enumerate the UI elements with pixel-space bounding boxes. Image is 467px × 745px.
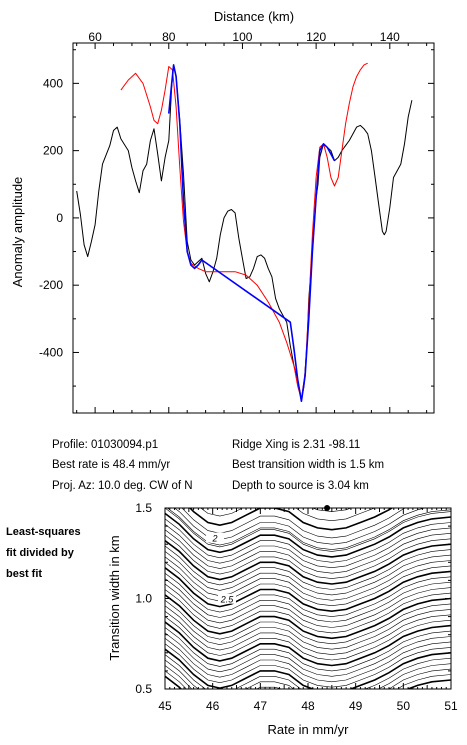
contour-line	[165, 627, 451, 672]
contour-line	[165, 605, 451, 650]
model-profile-line	[120, 62, 368, 400]
contour-x-tick-label: 51	[444, 699, 458, 713]
contour-label-backdrop	[217, 593, 236, 604]
profile-x-tick-label: 120	[306, 30, 326, 44]
contour-line	[165, 610, 451, 655]
contour-x-tick-label: 46	[206, 699, 220, 713]
contour-line	[165, 643, 451, 688]
contour-line	[165, 572, 451, 617]
side-note-line: best fit	[6, 568, 42, 580]
contour-y-tick-label: 0.5	[135, 682, 152, 696]
contour-line	[165, 632, 451, 677]
contour-line	[165, 659, 451, 689]
contour-line	[188, 508, 394, 531]
contour-line	[165, 556, 451, 601]
contour-chart: 2 2.5 45 46 47 48 49 50 51 0.5 1.0 1.5 Rate in mm/…	[107, 501, 458, 737]
profile-chart: Distance (km) Anomaly amplitude 60 80 100 1…	[10, 9, 435, 414]
side-note-line: Least-squares	[6, 526, 81, 538]
contour-x-tick-label: 48	[301, 699, 315, 713]
profile-x-tick-label: 60	[88, 30, 102, 44]
profile-axis-ticks: 60 80 100 120 140 400 200 0 -200 -400	[39, 30, 434, 413]
contour-line	[165, 621, 451, 667]
contour-line	[166, 508, 451, 550]
contour-y-axis-title: Transition width in km	[107, 535, 122, 660]
contour-line	[165, 594, 451, 640]
contour-line	[165, 551, 451, 596]
contour-x-tick-label: 47	[254, 699, 268, 713]
profile-x-tick-label: 140	[380, 30, 400, 44]
contour-line	[165, 600, 451, 645]
contour-line	[165, 508, 451, 552]
contour-label-backdrop	[206, 532, 225, 543]
profile-y-tick-label: 200	[43, 144, 63, 158]
contour-line	[165, 665, 451, 689]
profile-plot-frame	[72, 42, 435, 414]
best-transition-width-label: Best transition width is 1.5 km	[232, 459, 384, 471]
fit-window-profile-line	[168, 64, 336, 403]
info-block: Profile: 01030094.p1 Best rate is 48.4 m…	[52, 439, 384, 492]
contour-line	[165, 534, 451, 579]
profile-x-axis-title: Distance (km)	[214, 9, 294, 24]
contour-line	[165, 512, 451, 558]
contour-y-tick-label: 1.5	[135, 501, 152, 515]
contour-line	[165, 562, 451, 607]
depth-to-source-label: Depth to source is 3.04 km	[232, 480, 369, 492]
observed-profile-line	[76, 64, 413, 400]
contour-line	[165, 529, 451, 574]
contour-line	[165, 638, 451, 683]
contour-line	[165, 589, 451, 634]
side-note: Least-squares fit divided by best fit	[6, 526, 81, 580]
contour-line	[165, 616, 451, 661]
ridge-crossing-label: Ridge Xing is 2.31 -98.11	[232, 439, 360, 451]
contour-x-tick-label: 50	[397, 699, 411, 713]
contour-line	[165, 518, 451, 563]
profile-y-tick-label: -200	[39, 278, 63, 292]
contour-line	[165, 648, 451, 689]
contour-line	[165, 654, 451, 689]
contour-x-axis-title: Rate in mm/yr	[268, 722, 350, 737]
profile-y-tick-label: 400	[43, 76, 63, 90]
profile-x-tick-label: 80	[162, 30, 176, 44]
contour-line	[165, 583, 451, 628]
contour-line	[165, 578, 451, 623]
contour-line	[165, 545, 451, 590]
contour-plot-frame	[164, 507, 452, 690]
profile-x-tick-label: 100	[232, 30, 252, 44]
best-rate-label: Best rate is 48.4 mm/yr	[52, 459, 170, 471]
contour-label: 2.5	[220, 595, 235, 605]
profile-series-lines	[76, 62, 413, 403]
projection-azimuth-label: Proj. Az: 10.0 deg. CW of N	[52, 480, 193, 492]
contour-label: 2	[212, 534, 218, 544]
profile-label: Profile: 01030094.p1	[52, 439, 158, 451]
contour-line	[165, 524, 451, 569]
side-note-line: fit divided by	[6, 547, 75, 559]
contour-line	[165, 539, 451, 585]
contour-line	[165, 567, 451, 613]
profile-y-tick-label: 0	[56, 211, 63, 225]
contour-y-tick-label: 1.0	[135, 592, 152, 606]
contour-line	[181, 508, 407, 539]
contour-line	[200, 508, 376, 522]
contour-x-tick-label: 45	[158, 699, 172, 713]
contour-x-tick-label: 49	[349, 699, 363, 713]
profile-y-axis-title: Anomaly amplitude	[10, 177, 25, 288]
profile-y-tick-label: -400	[39, 345, 63, 359]
